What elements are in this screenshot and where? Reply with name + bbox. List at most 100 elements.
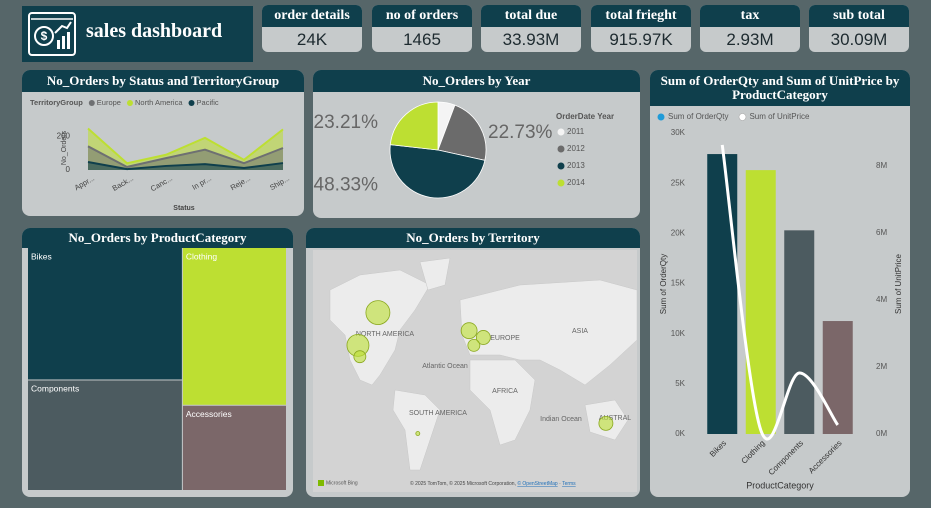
chart-title: No_Orders by Year — [313, 70, 640, 92]
x-tick-label: Appr... — [73, 174, 96, 193]
kpi-title: sub total — [809, 5, 909, 27]
map-logo: Microsoft Bing — [326, 480, 358, 486]
x-axis-label: ProductCategory — [746, 480, 814, 490]
legend-label: North America — [135, 98, 183, 107]
treemap-cell — [28, 380, 182, 490]
y-tick-label: 200 — [57, 131, 71, 140]
chart-title: Sum of OrderQty and Sum of UnitPrice by … — [650, 70, 910, 106]
legend-marker — [188, 100, 195, 106]
x-tick-label: Bikes — [708, 439, 728, 459]
treemap-cell — [182, 405, 286, 490]
legend-marker — [557, 179, 565, 187]
chart-title: No_Orders by ProductCategory — [22, 228, 293, 248]
attribution-link: © OpenStreetMap — [517, 480, 558, 487]
y-tick-label: 5K — [675, 379, 685, 388]
pie-slice — [389, 101, 439, 151]
map-label: Indian Ocean — [540, 416, 582, 423]
kpi-title: no of orders — [372, 5, 472, 27]
y-tick-label: 20K — [671, 228, 686, 237]
area — [88, 146, 283, 170]
x-axis-label: Status — [173, 205, 195, 212]
pie-slice — [389, 144, 486, 199]
y-tick-label: 10K — [671, 329, 686, 338]
y2-tick-label: 8M — [876, 161, 887, 170]
chart-panel: No_Orders by Status and TerritoryGroup — [22, 70, 304, 216]
kpi-card: total due 33.93M — [481, 5, 581, 52]
treemap-label: Accessories — [186, 409, 232, 419]
pie-slice — [437, 104, 487, 161]
map-attribution: © 2025 TomTom, © 2025 Microsoft Corporat… — [410, 480, 576, 487]
treemap-label: Clothing — [186, 251, 217, 261]
legend-title: OrderDate Year — [556, 112, 614, 121]
y-tick-label: 0 — [66, 165, 71, 174]
x-tick-label: Reje... — [229, 174, 252, 193]
bubble — [353, 350, 367, 364]
legend-marker — [88, 100, 95, 106]
legend-marker — [557, 128, 565, 136]
legend-marker — [738, 113, 747, 121]
y2-tick-label: 6M — [876, 228, 887, 237]
treemap-cell — [28, 248, 182, 380]
kpi-value: 1465 — [403, 30, 441, 49]
legend-label: 2011 — [567, 127, 585, 136]
bubble — [365, 300, 391, 325]
legend-label: Sum of OrderQty — [668, 112, 728, 121]
y2-tick-label: 2M — [876, 362, 887, 371]
legend-title: TerritoryGroup — [30, 98, 83, 107]
map-base — [313, 250, 637, 492]
kpi-title: total frieght — [591, 5, 691, 27]
legend-marker — [657, 113, 665, 121]
y-axis-label: No_Orders — [61, 130, 68, 165]
x-tick-label: Canc... — [149, 174, 174, 194]
header-title: sales dashboard — [86, 20, 223, 42]
bar — [745, 170, 776, 434]
kpi-value: 24K — [296, 30, 328, 49]
legend-label: Europe — [97, 98, 121, 107]
y-axis-label: Sum of OrderQty — [659, 254, 668, 314]
chart-panel: Sum of OrderQty and Sum of UnitPrice by … — [650, 70, 910, 497]
chart-title: No_Orders by Status and TerritoryGroup — [22, 70, 304, 92]
x-tick-label: Accessories — [807, 439, 844, 476]
kpi-card: sub total 30.09M — [809, 5, 909, 52]
bing-logo — [318, 480, 324, 486]
x-tick-label: Ship... — [268, 174, 291, 192]
kpi-value: 30.09M — [830, 30, 888, 49]
map-label: ASIA — [572, 328, 588, 335]
kpi-title: tax — [700, 5, 800, 27]
legend-label: 2012 — [567, 144, 585, 153]
y-tick-label: 25K — [671, 178, 686, 187]
treemap-label: Components — [31, 384, 79, 394]
map-label: SOUTH AMERICA — [409, 410, 467, 417]
kpi-value: 33.93M — [502, 30, 560, 49]
bubble — [415, 431, 421, 436]
bubble — [598, 415, 614, 431]
bar — [784, 230, 815, 434]
map-label: Atlantic Ocean — [422, 363, 468, 370]
kpi-title: order details — [262, 5, 362, 27]
legend-label: 2013 — [567, 161, 585, 170]
y-tick-label: 30K — [671, 128, 686, 137]
kpi-card: total frieght 915.97K — [591, 5, 691, 52]
kpi-card: no of orders 1465 — [372, 5, 472, 52]
data-label: 22.73% — [488, 122, 553, 143]
legend-marker — [557, 145, 565, 153]
line — [720, 144, 839, 441]
y-tick-label: 0K — [675, 429, 685, 438]
terms-link: Terms — [562, 481, 576, 487]
data-label: 48.33% — [314, 175, 379, 196]
bubble — [467, 338, 481, 352]
y2-axis-label: Sum of UnitPrice — [894, 253, 903, 314]
treemap-label: Bikes — [31, 251, 52, 261]
y2-tick-label: 0M — [876, 429, 887, 438]
kpi-value: 915.97K — [609, 30, 673, 49]
legend-label: 2014 — [567, 178, 585, 187]
area — [88, 162, 283, 170]
legend-label: Sum of UnitPrice — [749, 112, 810, 121]
map-label: EUROPE — [490, 335, 520, 342]
kpi-title: total due — [481, 5, 581, 27]
line — [87, 127, 284, 165]
bar — [707, 154, 738, 434]
header-icon: $ — [28, 12, 76, 56]
kpi-card: tax 2.93M — [700, 5, 800, 52]
